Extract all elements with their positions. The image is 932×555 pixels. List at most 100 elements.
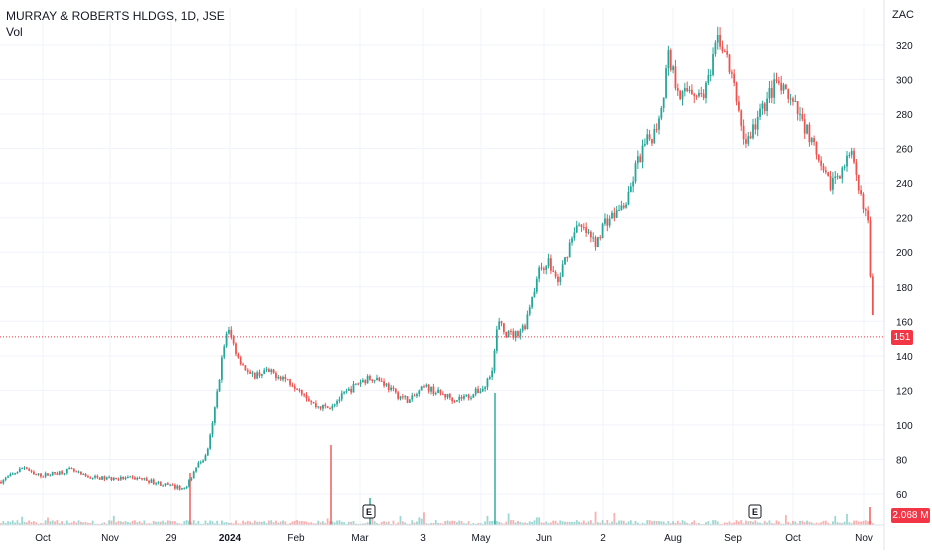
volume-bar (409, 523, 411, 525)
currency-label[interactable]: ZAC (892, 9, 914, 21)
candle-body (505, 331, 508, 338)
candle-body (644, 143, 646, 146)
candle-body (437, 389, 439, 393)
earnings-marker[interactable]: E (362, 504, 376, 519)
candle-body (394, 388, 397, 393)
candle-body (752, 124, 754, 139)
volume-bar (141, 523, 143, 525)
candle-body (486, 378, 489, 388)
candle-body (413, 395, 416, 397)
candle-body (550, 258, 552, 271)
candle-body (679, 90, 682, 99)
volume-bar (850, 523, 853, 525)
candle-body (343, 391, 345, 394)
y-tick-label: 280 (896, 110, 913, 121)
candle-body (185, 486, 188, 489)
volume-bar (275, 520, 277, 525)
volume-bar (531, 522, 533, 525)
volume-bar (284, 521, 287, 525)
volume-bar (561, 521, 564, 525)
volume-bar (681, 520, 684, 525)
volume-bar (350, 521, 353, 525)
volume-bar (0, 523, 2, 525)
x-tick-label: Nov (101, 533, 119, 544)
candle-body (456, 400, 458, 402)
volume-bar (604, 523, 606, 525)
volume-bar (51, 520, 54, 525)
volume-bar (138, 521, 141, 525)
volume-bar (848, 522, 851, 525)
candle-body (524, 325, 526, 330)
candle-body (298, 389, 301, 391)
candle-body (268, 369, 270, 373)
volume-bar (98, 523, 101, 525)
candle-body (592, 237, 595, 239)
volume-bar (315, 523, 317, 525)
volume-bar (857, 521, 860, 525)
volume-bar (752, 521, 754, 525)
volume-bar (505, 521, 508, 525)
candle-body (4, 477, 7, 480)
candle-body (864, 209, 867, 211)
candle-body (498, 321, 501, 330)
candle-body (404, 396, 407, 398)
candle-body (239, 357, 242, 365)
volume-bar (44, 520, 47, 525)
candle-body (364, 380, 367, 384)
candle-body (655, 129, 658, 131)
volume-bar (871, 523, 874, 525)
volume-bar (559, 520, 562, 525)
candle-body (378, 377, 381, 381)
candle-body (848, 154, 851, 156)
candle-body (371, 379, 374, 382)
candle-body (359, 382, 362, 385)
x-tick-label: 2 (600, 533, 606, 544)
volume-bar (594, 511, 597, 525)
y-tick-label: 100 (896, 421, 913, 432)
volume-bar (49, 521, 52, 525)
volume-bar (82, 522, 85, 525)
volume-bar (148, 523, 150, 525)
candle-body (580, 224, 583, 228)
candle-body (18, 468, 21, 473)
candle-body (533, 291, 536, 297)
candle-body (785, 84, 787, 90)
candle-body (131, 476, 134, 478)
volume-bar (815, 522, 818, 525)
earnings-marker[interactable]: E (748, 504, 762, 519)
volume-bar (392, 520, 395, 525)
candle-body (738, 101, 740, 111)
volume-bar (16, 520, 19, 525)
volume-bar (538, 517, 541, 525)
volume-bar (119, 521, 122, 525)
candle-body (559, 276, 562, 283)
candle-body (542, 268, 545, 270)
volume-bar (620, 520, 623, 525)
volume-bar (47, 517, 49, 525)
candle-body (357, 383, 360, 385)
candle-body (331, 405, 334, 409)
volume-bar (683, 521, 686, 525)
candle-body (242, 364, 244, 366)
candle-body (176, 485, 179, 489)
candle-body (190, 478, 193, 481)
candle-body (832, 177, 834, 190)
volume-bar (192, 520, 195, 525)
volume-bar (597, 522, 599, 525)
volume-bar (124, 521, 127, 525)
candle-body (582, 227, 585, 229)
candle-body (604, 218, 606, 224)
candle-body (601, 223, 604, 239)
volume-bar (209, 520, 212, 525)
candle-body (566, 257, 569, 259)
volume-bar (707, 521, 710, 525)
candle-body (249, 371, 251, 374)
volume-bar (766, 522, 768, 525)
volume-bar (216, 520, 219, 525)
candle-body (721, 46, 724, 52)
candle-body (340, 393, 343, 400)
candle-body (25, 467, 28, 469)
volume-bar (237, 523, 240, 525)
